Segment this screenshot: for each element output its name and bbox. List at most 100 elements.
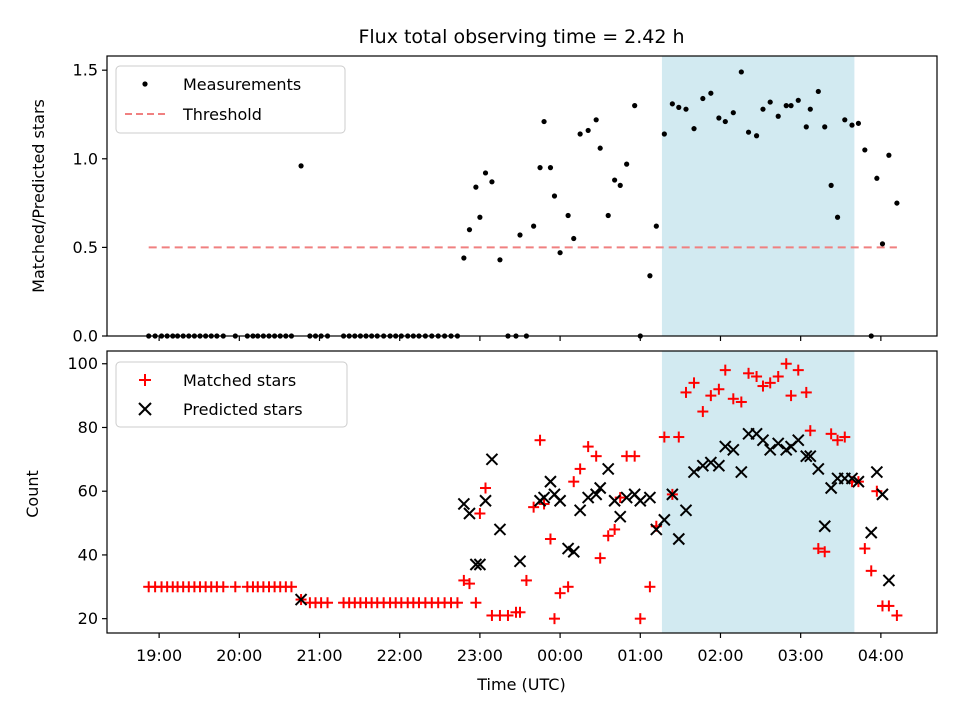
shaded-span	[661, 56, 855, 336]
predicted-point	[824, 481, 838, 495]
matched-point	[764, 377, 776, 389]
matched-point	[865, 565, 877, 577]
measurement-point	[585, 127, 591, 134]
measurement-point	[632, 103, 638, 109]
matched-point	[859, 543, 871, 555]
x-tick-label: 22:00	[377, 646, 423, 665]
measurement-point	[700, 95, 706, 102]
predicted-point	[772, 437, 785, 450]
matched-point	[735, 396, 747, 408]
predicted-point	[589, 488, 603, 501]
predicted-point	[544, 475, 557, 488]
predicted-point	[593, 481, 607, 495]
legend-predicted-stars: Predicted stars	[183, 400, 303, 419]
matched-point	[548, 613, 560, 625]
matched-point	[544, 533, 556, 545]
matched-point	[582, 441, 594, 453]
measurement-point	[489, 179, 495, 185]
measurement-point	[676, 104, 682, 110]
predicted-point	[845, 472, 859, 485]
measurement-point	[815, 88, 821, 95]
top-y-axis-label: Matched/Predicted stars	[29, 99, 48, 293]
top-x-ticks	[158, 336, 882, 341]
matched-point	[554, 587, 566, 599]
predicted-point	[679, 504, 693, 517]
predicted-point	[620, 491, 633, 504]
measurement-point	[482, 170, 489, 176]
measurement-point	[834, 214, 841, 220]
matched-point	[502, 609, 514, 621]
matched-point	[322, 597, 334, 609]
matched-point	[590, 450, 602, 462]
bottom-legend-box	[115, 361, 348, 428]
matched-point	[634, 613, 646, 625]
y-tick-label: 1.0	[73, 149, 98, 168]
top-legend-box	[115, 65, 346, 134]
measurement-point	[597, 145, 603, 151]
measurement-point	[497, 257, 503, 263]
measurement-point	[708, 90, 714, 96]
matched-point	[528, 501, 540, 513]
measurement-point	[745, 129, 752, 135]
matched-point	[792, 364, 804, 376]
predicted-point	[756, 434, 770, 447]
bottom-y-axis: 20 40 60 80 100	[67, 354, 107, 628]
predicted-point	[457, 497, 471, 511]
measurement-point	[593, 117, 599, 123]
measurement-point	[473, 184, 479, 190]
top-axes-frame	[106, 55, 938, 337]
matched-point	[217, 581, 229, 593]
predicted-point	[666, 488, 679, 501]
y-tick-label: 0.0	[73, 327, 98, 346]
matched-point	[229, 581, 241, 593]
x-tick-label: 04:00	[858, 646, 904, 665]
matched-point	[609, 523, 621, 535]
matched-point	[727, 393, 739, 405]
measurement-point	[647, 273, 653, 279]
y-tick-label: 40	[78, 545, 98, 564]
measurement-point	[849, 122, 855, 128]
measurement-point	[551, 193, 558, 199]
y-tick-label: 20	[78, 609, 98, 628]
measurement-point	[822, 124, 828, 130]
x-axis-label: Time (UTC)	[476, 675, 565, 694]
matched-point	[883, 600, 895, 612]
predicted-point	[852, 475, 865, 488]
predicted-point	[865, 526, 878, 539]
legend-matched-stars: Matched stars	[183, 371, 296, 390]
top-observing-span	[661, 56, 855, 336]
top-legend: Measurements Threshold	[115, 65, 346, 134]
matched-point	[705, 390, 717, 402]
bottom-axes-frame	[106, 350, 938, 634]
matched-point	[458, 574, 470, 586]
measurement-point	[565, 212, 571, 219]
matched-point	[839, 431, 851, 443]
measurement-point	[547, 165, 554, 171]
predicted-stars-series	[294, 427, 896, 606]
x-tick-label: 02:00	[697, 646, 743, 665]
measurement-point	[461, 255, 467, 261]
predicted-point	[712, 459, 726, 472]
measurement-point	[730, 110, 736, 116]
measurement-point	[716, 115, 722, 121]
measurement-point	[517, 232, 523, 238]
predicted-point	[658, 513, 671, 527]
predicted-point	[876, 488, 889, 501]
predicted-point	[727, 443, 740, 456]
measurement-point	[531, 223, 537, 229]
shaded-span	[661, 351, 855, 633]
matched-point	[574, 463, 586, 475]
matched-point	[474, 508, 486, 520]
predicted-point	[614, 510, 627, 523]
matched-point	[480, 482, 492, 494]
y-tick-label: 1.5	[73, 61, 98, 80]
predicted-point	[882, 574, 896, 587]
matched-point	[568, 476, 580, 488]
predicted-point	[687, 465, 701, 479]
measurements-series	[146, 69, 900, 339]
measurement-point	[605, 212, 611, 219]
x-tick-label: 20:00	[216, 646, 262, 665]
measurement-point	[842, 117, 848, 123]
predicted-point	[763, 443, 777, 456]
x-tick-label: 19:00	[136, 646, 182, 665]
